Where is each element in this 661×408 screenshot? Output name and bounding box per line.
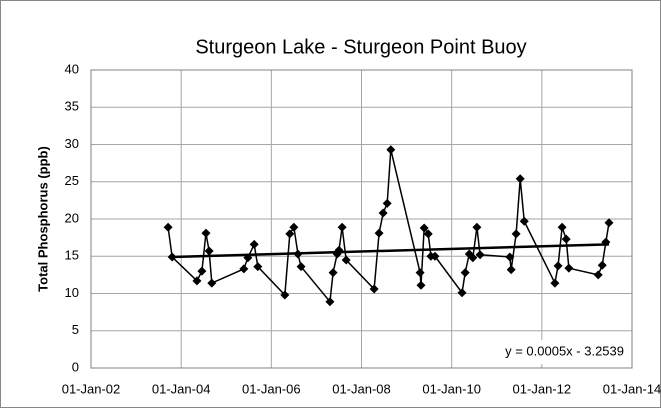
data-point <box>564 263 574 273</box>
y-tick-label: 10 <box>65 285 79 300</box>
data-point <box>204 246 214 256</box>
data-point <box>382 198 392 208</box>
data-point <box>430 251 440 261</box>
data-point <box>289 222 299 232</box>
plot-area <box>90 69 633 369</box>
y-tick-label: 40 <box>65 61 79 76</box>
data-point <box>468 253 478 263</box>
data-point <box>296 262 306 272</box>
data-point <box>285 229 295 239</box>
x-tick-label: 01-Jan-14 <box>603 381 661 396</box>
data-point <box>378 208 388 218</box>
data-point <box>374 228 384 238</box>
y-tick-label: 30 <box>65 136 79 151</box>
data-point <box>201 228 211 238</box>
data-point <box>419 223 429 233</box>
data-point <box>561 234 571 244</box>
data-point <box>207 278 217 288</box>
data-point <box>460 268 470 278</box>
x-tick-label: 01-Jan-10 <box>422 381 481 396</box>
data-point <box>369 284 379 294</box>
data-point <box>550 278 560 288</box>
x-tick-label: 01-Jan-06 <box>242 381 301 396</box>
data-point <box>423 229 433 239</box>
x-tick-label: 01-Jan-04 <box>152 381 211 396</box>
data-point <box>597 260 607 270</box>
trendline-equation: y = 0.0005x - 3.2539 <box>505 343 624 358</box>
data-point <box>604 218 614 228</box>
data-point <box>341 255 351 265</box>
data-point <box>506 265 516 275</box>
data-point <box>415 268 425 278</box>
data-point <box>239 264 249 274</box>
data-point <box>253 262 263 272</box>
x-tick-label: 01-Jan-08 <box>332 381 391 396</box>
chart-title: Sturgeon Lake - Sturgeon Point Buoy <box>195 36 526 58</box>
y-tick-label: 5 <box>72 322 79 337</box>
data-point <box>386 145 396 155</box>
data-point <box>472 222 482 232</box>
data-point <box>511 229 521 239</box>
x-tick-label: 01-Jan-12 <box>513 381 572 396</box>
data-point <box>197 266 207 276</box>
y-tick-label: 15 <box>65 248 79 263</box>
data-point <box>505 252 515 262</box>
data-point <box>280 290 290 300</box>
data-point <box>163 222 173 232</box>
data-point <box>519 216 529 226</box>
y-tick-label: 25 <box>65 173 79 188</box>
x-tick-label: 01-Jan-02 <box>62 381 121 396</box>
data-point <box>557 222 567 232</box>
data-point <box>553 261 563 271</box>
data-point <box>457 288 467 298</box>
trendline <box>172 243 610 259</box>
data-point <box>464 249 474 259</box>
data-point <box>328 268 338 278</box>
data-point <box>515 174 525 184</box>
y-tick-label: 35 <box>65 99 79 114</box>
data-point <box>593 270 603 280</box>
equation-bg <box>460 340 628 364</box>
y-axis-label: Total Phosphorus (ppb) <box>35 146 50 292</box>
data-point <box>192 276 202 286</box>
y-tick-label: 0 <box>72 359 79 374</box>
data-point <box>416 280 426 290</box>
y-tick-label: 20 <box>65 210 79 225</box>
data-point <box>475 250 485 260</box>
data-point <box>325 297 335 307</box>
data-point <box>249 239 259 249</box>
data-point <box>337 222 347 232</box>
